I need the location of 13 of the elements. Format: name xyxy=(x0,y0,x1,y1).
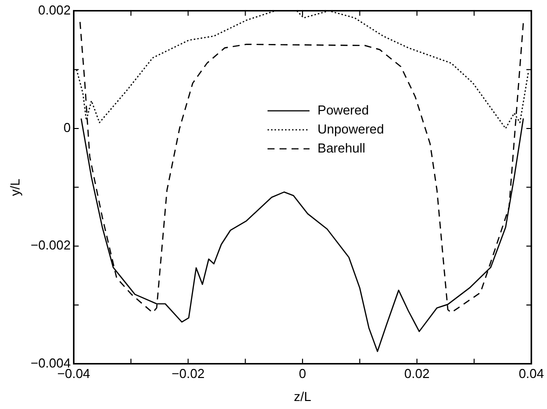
x-tick-label: −0.02 xyxy=(172,366,205,382)
x-tick-label: 0.04 xyxy=(518,366,544,382)
x-tick-label: 0 xyxy=(298,366,306,382)
x-axis-title: z/L xyxy=(294,388,312,404)
legend-label: Powered xyxy=(318,102,369,118)
y-tick-label: 0 xyxy=(63,120,71,136)
x-tick-label: 0.02 xyxy=(404,366,430,382)
y-axis-title: y/L xyxy=(7,178,22,196)
y-tick-label: 0.002 xyxy=(38,2,71,18)
y-tick-label: −0.004 xyxy=(30,355,71,370)
legend-label: Barehull xyxy=(318,140,366,156)
legend-label: Unpowered xyxy=(318,121,384,136)
y-tick-label: −0.002 xyxy=(30,238,71,253)
